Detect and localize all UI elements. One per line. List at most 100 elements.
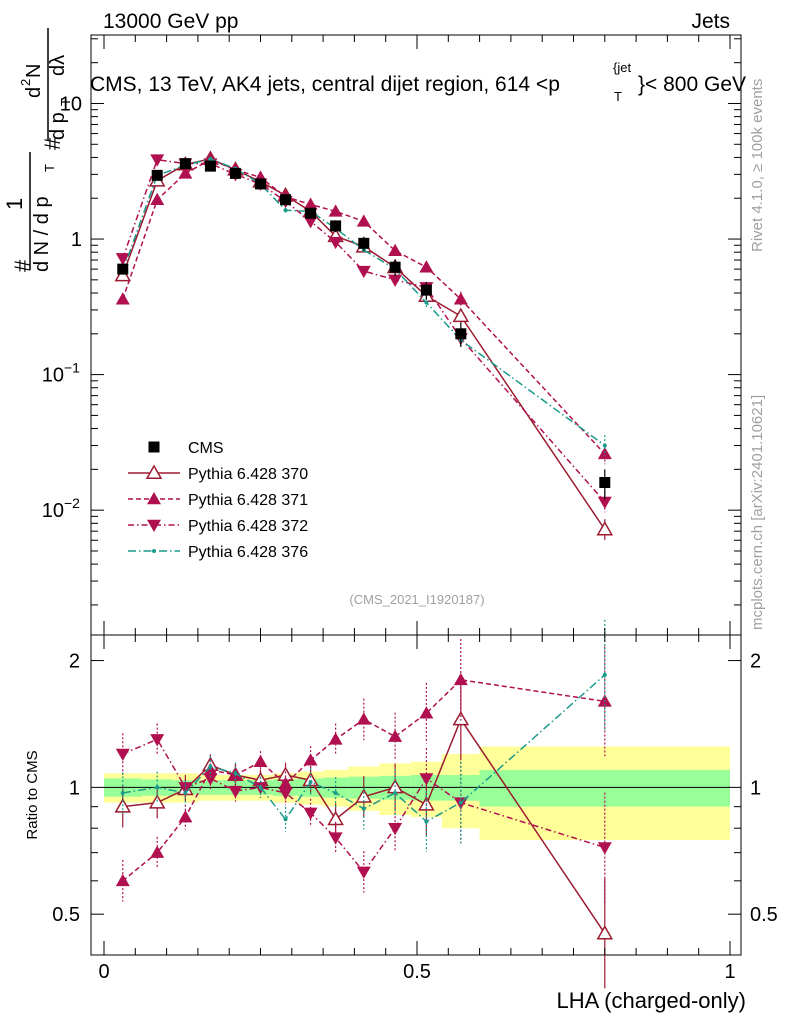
cms-marker — [151, 169, 163, 181]
series-cms — [117, 158, 611, 500]
main-ytick-label: 10 — [42, 365, 64, 387]
marker-tri-up-open — [596, 924, 614, 940]
legend-label-p372: Pythia 6.428 372 — [188, 518, 308, 535]
marker-dot — [183, 790, 188, 795]
marker-tri-up — [303, 753, 318, 766]
yl-two: 2 — [18, 79, 33, 86]
header-energy: 13000 GeV pp — [103, 10, 238, 33]
cms-marker — [358, 237, 370, 249]
marker-tri-down — [597, 496, 612, 509]
main-ytick-label: 10 — [42, 500, 64, 522]
x-ticks: 0 0.5 1 — [98, 35, 736, 983]
yl-hash2: # — [40, 137, 65, 150]
title-sup: {jet — [613, 60, 631, 75]
yl-n: N — [23, 64, 45, 78]
ratio-ytick-label-left: 1 — [69, 777, 80, 799]
marker-dot — [283, 208, 288, 213]
legend-label-cms: CMS — [188, 440, 224, 457]
marker-dot — [424, 300, 429, 305]
plot-title: CMS, 13 TeV, AK4 jets, central dijet reg… — [90, 60, 746, 104]
marker-dot — [393, 790, 398, 795]
x-tick-label: 0.5 — [403, 961, 431, 983]
marker-tri-up — [278, 776, 293, 790]
marker-tri-down — [303, 807, 318, 820]
marker-tri-up — [147, 492, 161, 505]
marker-dot — [458, 800, 463, 805]
marker-tri-up — [328, 732, 343, 745]
cms-marker — [117, 263, 129, 275]
ratio-yaxis-label: Ratio to CMS — [24, 750, 41, 839]
analysis-id: (CMS_2021_I1920187) — [349, 592, 484, 607]
cms-marker — [148, 441, 160, 453]
cms-marker — [330, 220, 342, 232]
marker-tri-down — [178, 782, 193, 795]
marker-tri-up — [115, 873, 130, 887]
ratio-line-p376 — [122, 674, 606, 823]
marker-tri-up — [356, 214, 371, 227]
marker-tri-up — [328, 204, 343, 217]
marker-dot — [424, 819, 429, 824]
title-sub: T — [614, 89, 622, 104]
marker-tri-down — [228, 785, 243, 799]
title-end: }< 800 GeV — [638, 73, 746, 96]
main-ytick-exp: −1 — [64, 360, 80, 376]
marker-tri-down — [356, 866, 371, 879]
legend-label-p371: Pythia 6.428 371 — [188, 492, 308, 509]
cms-marker — [389, 261, 401, 273]
marker-tri-down — [203, 773, 218, 786]
marker-tri-up — [178, 166, 193, 179]
line-p376 — [122, 158, 606, 447]
marker-tri-down — [388, 274, 403, 287]
marker-tri-up — [178, 810, 193, 823]
marker-tri-up — [388, 243, 403, 256]
marker-tri-up — [253, 754, 268, 768]
marker-tri-up-open — [452, 710, 470, 726]
marker-dot — [258, 785, 263, 790]
marker-tri-up — [356, 712, 371, 725]
marker-tri-up — [150, 192, 165, 205]
marker-dot — [308, 779, 313, 784]
yl-dl: dλ — [47, 55, 69, 76]
main-ytick-exp: −2 — [64, 495, 80, 511]
rivet-version: Rivet 4.1.0, ≥ 100k events — [749, 79, 766, 252]
series-p371 — [115, 152, 612, 465]
main-yaxis-label: # 1 d N / d p T # d 2 N d p T dλ — [2, 28, 73, 272]
ratio-ytick-label-right: 2 — [750, 651, 761, 673]
marker-tri-up — [388, 729, 403, 742]
yl-t1: T — [42, 164, 57, 172]
marker-dot — [602, 443, 607, 448]
marker-tri-down — [328, 236, 343, 250]
marker-tri-up — [419, 706, 434, 719]
marker-tri-down — [150, 734, 165, 747]
cms-marker — [255, 178, 266, 190]
legend-label-p370: Pythia 6.428 370 — [188, 466, 308, 483]
ratio-ytick-label-right: 1 — [750, 777, 761, 799]
marker-tri-up-open — [452, 307, 470, 323]
x-tick-label: 0 — [98, 961, 109, 983]
marker-dot — [208, 764, 213, 769]
main-ytick-label: 10 — [60, 93, 82, 115]
cms-marker — [455, 328, 467, 340]
ratio-ytick-label-right: 0.5 — [750, 904, 778, 926]
marker-dot — [283, 817, 288, 822]
marker-tri-down — [388, 822, 403, 836]
marker-dot — [120, 790, 125, 795]
cms-marker — [179, 158, 191, 170]
yl-hash1: # — [10, 259, 35, 272]
marker-tri-down — [150, 154, 165, 167]
marker-dot — [155, 785, 160, 790]
cms-marker — [204, 160, 216, 172]
marker-dot — [333, 790, 338, 795]
marker-dot — [152, 549, 156, 553]
marker-tri-down — [419, 773, 434, 786]
yl-dpt: d p — [47, 112, 69, 140]
ratio-ytick-label-left: 0.5 — [52, 904, 80, 926]
ratio-ytick-label-left: 2 — [69, 651, 80, 673]
cms-marker — [420, 284, 432, 296]
line-p371 — [122, 158, 606, 455]
x-tick-label: 1 — [724, 961, 735, 983]
marker-tri-down — [115, 748, 130, 762]
marker-tri-up — [453, 292, 468, 305]
ratio-series-p370 — [114, 678, 614, 989]
